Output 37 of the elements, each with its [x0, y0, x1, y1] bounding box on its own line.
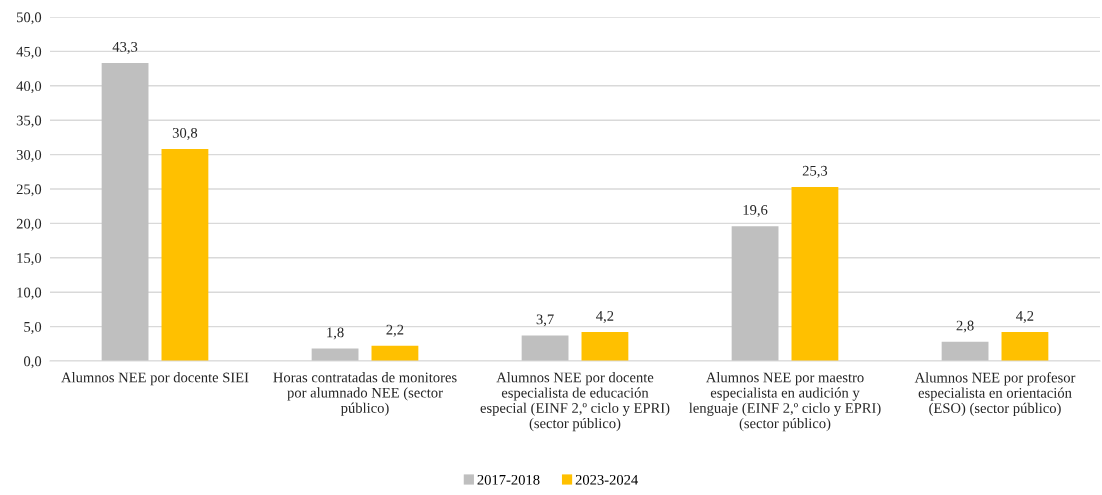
- x-tick-label: Alumnos NEE por profesor especialista en orientación (ESO) (sector público): [914, 372, 1076, 417]
- bar: [791, 186, 839, 361]
- y-tick-label: 45,0: [16, 46, 42, 59]
- data-label: 19,6: [743, 205, 768, 217]
- data-label: 43,3: [112, 42, 138, 54]
- y-tick-label: 25,0: [16, 184, 42, 197]
- bar: [1001, 332, 1049, 361]
- y-tick-label: 10,0: [17, 287, 42, 300]
- bar: [731, 226, 779, 361]
- data-label: 25,3: [802, 165, 828, 178]
- data-label: 2,8: [956, 320, 974, 333]
- y-tick-label: 15,0: [17, 253, 42, 266]
- data-label: 3,7: [536, 314, 554, 327]
- bar: [521, 335, 569, 361]
- x-tick-label: Horas contratadas de monitores por alumnado NEE (sector público): [273, 372, 457, 416]
- x-tick-label: Alumnos NEE por docente SIEI: [61, 372, 249, 386]
- y-tick-label: 30,0: [16, 149, 42, 162]
- legend-label: 2023-2024: [575, 474, 639, 485]
- data-label: 1,8: [327, 327, 344, 340]
- legend-label: 2017-2018: [477, 474, 540, 485]
- data-label: 2,2: [386, 324, 404, 337]
- y-tick-label: 35,0: [16, 115, 42, 128]
- bar: [581, 332, 629, 361]
- data-label: 4,2: [596, 311, 614, 323]
- y-tick-label: 50,0: [16, 12, 42, 25]
- y-tick-label: 5,0: [24, 321, 42, 334]
- x-tick-label: Alumnos NEE por docente especialista de educación especial (EINF 2,º ciclo y EPRI) (sector público): [480, 372, 670, 432]
- bar: [941, 341, 989, 361]
- x-tick-label: Alumnos NEE por maestro especialista en audición y lenguaje (EINF 2,º ciclo y EPRI) (sector público): [689, 372, 881, 432]
- y-tick-label: 0,0: [23, 356, 42, 369]
- bar: [101, 63, 149, 361]
- bar: [161, 149, 209, 361]
- y-tick-label: 40,0: [16, 81, 42, 94]
- y-tick-label: 20,0: [16, 218, 42, 231]
- data-label: 4,2: [1016, 311, 1034, 323]
- data-label: 30,8: [172, 127, 198, 140]
- bar: [371, 345, 419, 361]
